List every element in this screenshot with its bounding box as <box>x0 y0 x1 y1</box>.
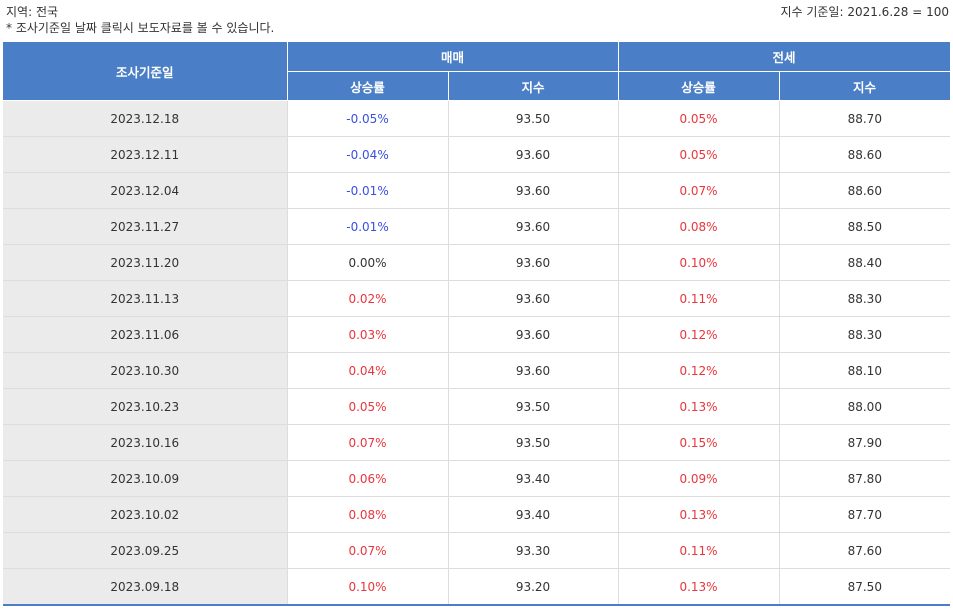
jeonse-index-cell: 87.80 <box>779 460 951 497</box>
sale-rate-cell: 0.10% <box>287 568 449 606</box>
survey-date-cell[interactable]: 2023.11.06 <box>3 316 288 353</box>
jeonse-index-cell: 88.40 <box>779 244 951 281</box>
survey-date-cell[interactable]: 2023.09.25 <box>3 532 288 569</box>
click-note: * 조사기준일 날짜 클릭시 보도자료를 볼 수 있습니다. <box>6 21 275 35</box>
table-row: 2023.10.09 0.06% 93.40 0.09% 87.80 <box>3 460 951 497</box>
sale-rate-cell: 0.04% <box>287 352 449 389</box>
sale-rate-cell: -0.04% <box>287 136 449 173</box>
sale-rate-cell: 0.00% <box>287 244 449 281</box>
jeonse-index-cell: 88.60 <box>779 172 951 209</box>
sale-rate-cell: 0.07% <box>287 424 449 461</box>
survey-date-cell[interactable]: 2023.11.20 <box>3 244 288 281</box>
sale-index-cell: 93.40 <box>448 496 619 533</box>
price-index-table: 조사기준일 매매 전세 상승률 지수 상승률 지수 2023.12.18 -0.0… <box>3 41 951 606</box>
table-row: 2023.11.27 -0.01% 93.60 0.08% 88.50 <box>3 208 951 245</box>
jeonse-rate-cell: 0.13% <box>618 388 780 425</box>
jeonse-index-cell: 88.10 <box>779 352 951 389</box>
jeonse-rate-cell: 0.10% <box>618 244 780 281</box>
jeonse-index-cell: 88.60 <box>779 136 951 173</box>
sale-rate-cell: 0.03% <box>287 316 449 353</box>
jeonse-index-cell: 88.50 <box>779 208 951 245</box>
table-row: 2023.11.13 0.02% 93.60 0.11% 88.30 <box>3 280 951 317</box>
sale-index-cell: 93.60 <box>448 136 619 173</box>
jeonse-rate-cell: 0.12% <box>618 352 780 389</box>
sale-index-cell: 93.50 <box>448 388 619 425</box>
survey-date-cell[interactable]: 2023.12.04 <box>3 172 288 209</box>
sale-rate-cell: 0.07% <box>287 532 449 569</box>
table-row: 2023.10.23 0.05% 93.50 0.13% 88.00 <box>3 388 951 425</box>
survey-date-cell[interactable]: 2023.10.16 <box>3 424 288 461</box>
sale-rate-cell: -0.05% <box>287 100 449 137</box>
survey-date-cell[interactable]: 2023.09.18 <box>3 568 288 606</box>
survey-date-cell[interactable]: 2023.10.30 <box>3 352 288 389</box>
jeonse-rate-cell: 0.12% <box>618 316 780 353</box>
region-label: 지역: 전국 <box>6 5 59 19</box>
sale-group-header: 매매 <box>286 41 619 72</box>
sale-rate-cell: -0.01% <box>287 208 449 245</box>
table-row: 2023.10.02 0.08% 93.40 0.13% 87.70 <box>3 496 951 533</box>
table-row: 2023.10.30 0.04% 93.60 0.12% 88.10 <box>3 352 951 389</box>
sale-rate-cell: 0.02% <box>287 280 449 317</box>
table-row: 2023.09.25 0.07% 93.30 0.11% 87.60 <box>3 532 951 569</box>
table-row: 2023.12.04 -0.01% 93.60 0.07% 88.60 <box>3 172 951 209</box>
sale-rate-cell: 0.05% <box>287 388 449 425</box>
table-row: 2023.11.20 0.00% 93.60 0.10% 88.40 <box>3 244 951 281</box>
sale-rate-cell: 0.06% <box>287 460 449 497</box>
jeonse-index-cell: 87.90 <box>779 424 951 461</box>
survey-date-cell[interactable]: 2023.10.23 <box>3 388 288 425</box>
sale-rate-header: 상승률 <box>286 71 449 101</box>
survey-date-cell[interactable]: 2023.10.02 <box>3 496 288 533</box>
sale-index-cell: 93.60 <box>448 172 619 209</box>
jeonse-rate-cell: 0.11% <box>618 532 780 569</box>
jeonse-index-cell: 88.00 <box>779 388 951 425</box>
jeonse-rate-cell: 0.13% <box>618 568 780 606</box>
table-row: 2023.10.16 0.07% 93.50 0.15% 87.90 <box>3 424 951 461</box>
sale-index-cell: 93.60 <box>448 208 619 245</box>
jeonse-rate-cell: 0.05% <box>618 100 780 137</box>
sale-index-cell: 93.50 <box>448 424 619 461</box>
jeonse-rate-cell: 0.15% <box>618 424 780 461</box>
sale-index-header: 지수 <box>447 71 619 101</box>
survey-date-cell[interactable]: 2023.10.09 <box>3 460 288 497</box>
sale-index-cell: 93.40 <box>448 460 619 497</box>
table-row: 2023.12.11 -0.04% 93.60 0.05% 88.60 <box>3 136 951 173</box>
jeonse-group-header: 전세 <box>617 41 951 72</box>
survey-date-cell[interactable]: 2023.11.13 <box>3 280 288 317</box>
jeonse-index-cell: 87.60 <box>779 532 951 569</box>
jeonse-index-header: 지수 <box>778 71 951 101</box>
jeonse-rate-cell: 0.08% <box>618 208 780 245</box>
sale-index-cell: 93.60 <box>448 316 619 353</box>
jeonse-rate-cell: 0.13% <box>618 496 780 533</box>
sale-index-cell: 93.30 <box>448 532 619 569</box>
sale-index-cell: 93.60 <box>448 244 619 281</box>
survey-date-header: 조사기준일 <box>3 41 288 101</box>
jeonse-rate-cell: 0.07% <box>618 172 780 209</box>
survey-date-cell[interactable]: 2023.12.18 <box>3 100 288 137</box>
jeonse-index-cell: 87.50 <box>779 568 951 606</box>
jeonse-rate-header: 상승률 <box>617 71 780 101</box>
jeonse-rate-cell: 0.11% <box>618 280 780 317</box>
jeonse-rate-cell: 0.09% <box>618 460 780 497</box>
sale-index-cell: 93.60 <box>448 352 619 389</box>
jeonse-index-cell: 87.70 <box>779 496 951 533</box>
survey-date-cell[interactable]: 2023.11.27 <box>3 208 288 245</box>
sale-index-cell: 93.20 <box>448 568 619 606</box>
jeonse-rate-cell: 0.05% <box>618 136 780 173</box>
sale-index-cell: 93.60 <box>448 280 619 317</box>
table-row: 2023.12.18 -0.05% 93.50 0.05% 88.70 <box>3 100 951 137</box>
jeonse-index-cell: 88.70 <box>779 100 951 137</box>
sale-index-cell: 93.50 <box>448 100 619 137</box>
base-index-label: 지수 기준일: 2021.6.28 = 100 <box>780 5 949 19</box>
sale-rate-cell: -0.01% <box>287 172 449 209</box>
jeonse-index-cell: 88.30 <box>779 316 951 353</box>
survey-date-cell[interactable]: 2023.12.11 <box>3 136 288 173</box>
table-body: 2023.12.18 -0.05% 93.50 0.05% 88.70 2023.12.1… <box>3 100 951 606</box>
sale-rate-cell: 0.08% <box>287 496 449 533</box>
table-row: 2023.09.18 0.10% 93.20 0.13% 87.50 <box>3 568 951 606</box>
table-row: 2023.11.06 0.03% 93.60 0.12% 88.30 <box>3 316 951 353</box>
jeonse-index-cell: 88.30 <box>779 280 951 317</box>
